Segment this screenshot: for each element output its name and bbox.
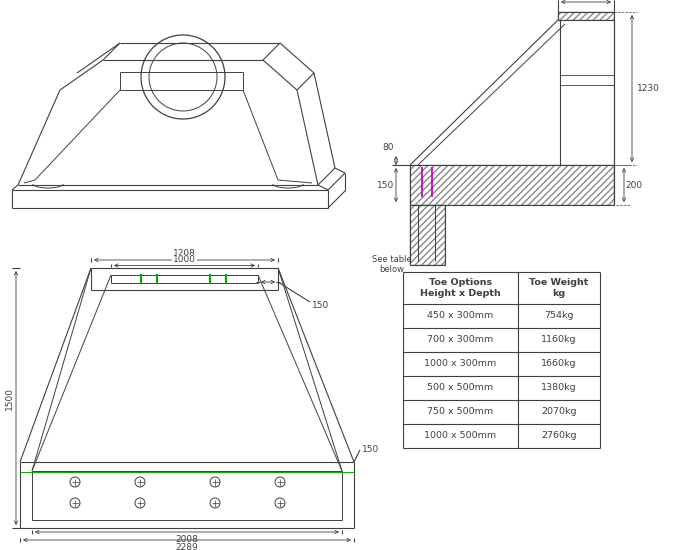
Text: 1380kg: 1380kg [541,383,577,393]
Text: 1000: 1000 [173,256,196,265]
Text: 500 x 500mm: 500 x 500mm [428,383,494,393]
Text: 754kg: 754kg [544,311,574,321]
Text: 150: 150 [362,446,379,454]
Text: 200: 200 [625,180,643,190]
Text: Toe Weight
kg: Toe Weight kg [529,278,588,299]
Text: 2289: 2289 [176,542,198,550]
Text: 1160kg: 1160kg [541,336,577,344]
Text: 80: 80 [382,142,394,151]
Text: Toe Options
Height x Depth: Toe Options Height x Depth [420,278,501,299]
Text: 1500: 1500 [5,387,14,410]
Text: 1660kg: 1660kg [541,360,577,368]
Text: 150: 150 [312,301,329,311]
Text: 2008: 2008 [176,535,198,543]
Text: 750 x 500mm: 750 x 500mm [428,408,494,416]
Text: 700 x 300mm: 700 x 300mm [428,336,494,344]
Text: See table
below: See table below [372,255,412,274]
Text: 1208: 1208 [173,249,196,257]
Text: 2070kg: 2070kg [541,408,577,416]
Text: 450 x 300mm: 450 x 300mm [428,311,494,321]
Text: 2760kg: 2760kg [541,432,577,441]
Text: 1000 x 300mm: 1000 x 300mm [424,360,496,368]
Text: 1230: 1230 [637,84,659,93]
Text: 150: 150 [377,180,394,190]
Text: 1000 x 500mm: 1000 x 500mm [424,432,496,441]
